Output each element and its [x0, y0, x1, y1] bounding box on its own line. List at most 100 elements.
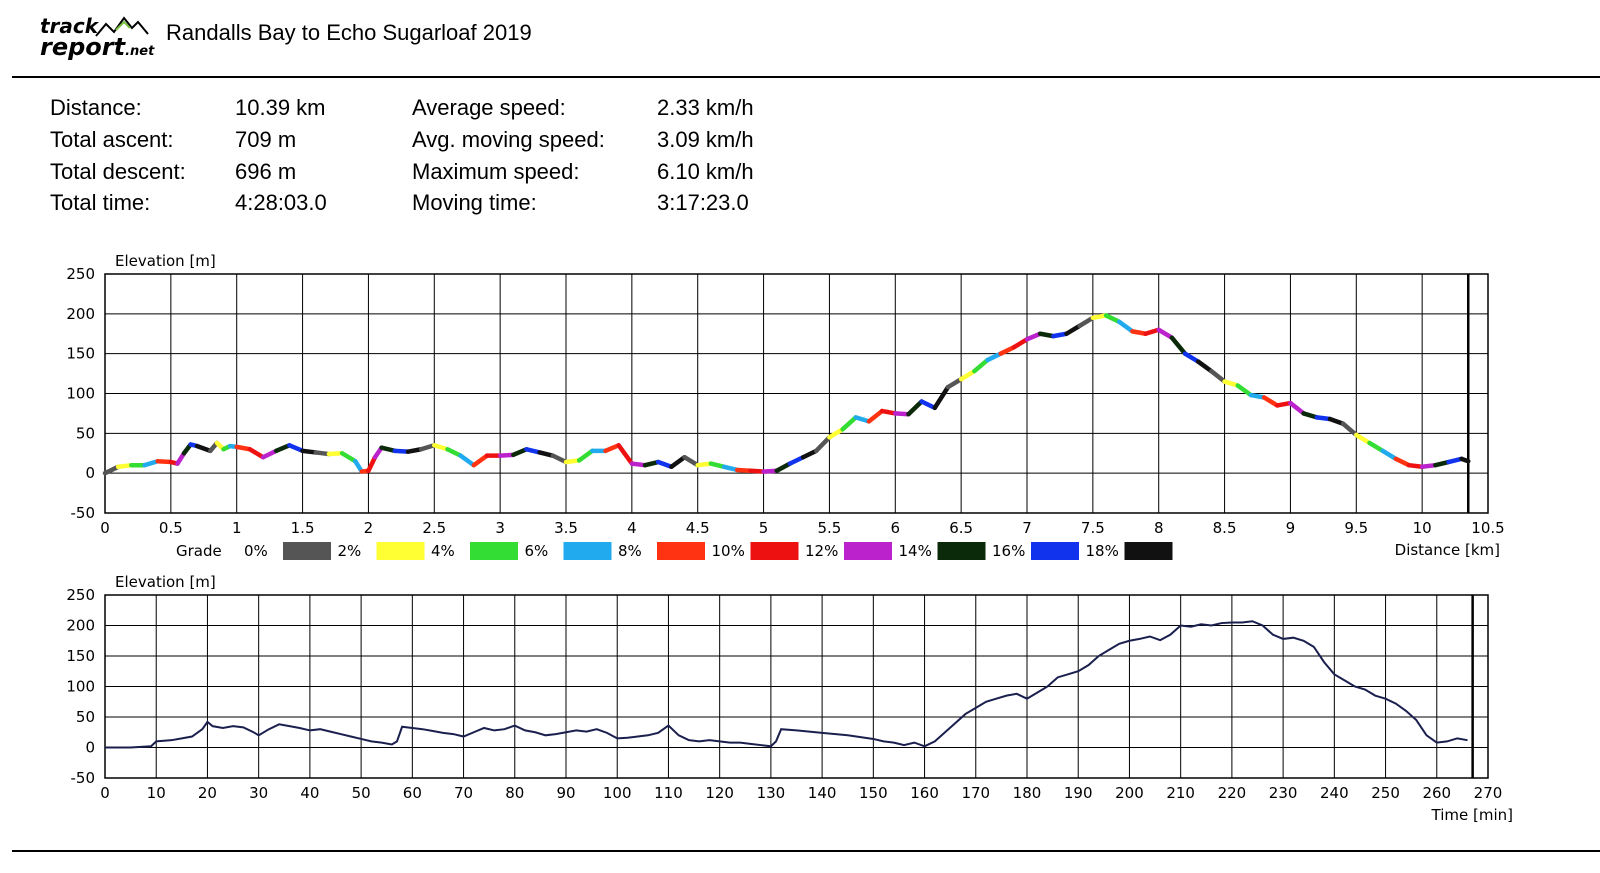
trackreport-logo[interactable]: track report.net	[40, 12, 155, 61]
elevation-segment	[1446, 456, 1464, 465]
elevation-segment	[1195, 359, 1214, 374]
y-tick-label: 150	[66, 345, 95, 363]
elevation-segment	[445, 447, 463, 458]
x-axis-label: Time [min]	[1431, 806, 1513, 824]
x-tick-label: 230	[1269, 784, 1298, 802]
page-title: Randalls Bay to Echo Sugarloaf 2019	[166, 20, 532, 45]
elevation-segment	[142, 458, 160, 468]
x-tick-label: 90	[556, 784, 575, 802]
x-tick-label: 0.5	[159, 519, 183, 537]
elevation-segment	[708, 461, 727, 470]
elevation-segment	[287, 443, 305, 454]
x-tick-label: 7.5	[1081, 519, 1105, 537]
x-tick-label: 70	[454, 784, 473, 802]
elevation-segment	[669, 454, 687, 470]
elevation-segment	[1235, 383, 1254, 398]
x-tick-label: 180	[1013, 784, 1042, 802]
elevation-segment	[1261, 395, 1280, 408]
y-tick-label: 150	[66, 647, 95, 665]
y-tick-label: 0	[85, 739, 95, 757]
legend-label: 6%	[525, 542, 549, 560]
stat-label-maximum-speed: Maximum speed:	[412, 159, 580, 184]
elevation-segment	[1209, 368, 1227, 384]
stat-label-avg-moving-speed: Avg. moving speed:	[412, 127, 605, 152]
x-tick-label: 170	[961, 784, 990, 802]
stat-value-distance: 10.39 km	[235, 95, 326, 120]
elevation-segment	[1393, 456, 1412, 468]
elevation-segment	[814, 435, 832, 454]
elevation-segment	[537, 450, 556, 458]
x-tick-label: 260	[1422, 784, 1451, 802]
x-tick-label: 160	[910, 784, 939, 802]
x-tick-label: 100	[603, 784, 632, 802]
elevation-segment	[642, 459, 661, 468]
x-tick-label: 3.5	[554, 519, 578, 537]
elevation-segment	[1103, 313, 1122, 325]
legend-label: 18%	[1086, 542, 1119, 560]
elevation-segment	[906, 399, 924, 417]
elevation-segment	[1064, 323, 1082, 336]
elevation-segment	[102, 464, 121, 476]
legend-swatch	[844, 542, 892, 560]
x-tick-label: 0	[100, 784, 110, 802]
logo-text-track: track	[40, 14, 99, 38]
x-tick-label: 5.5	[817, 519, 841, 537]
elevation-segment	[958, 368, 977, 382]
x-tick-label: 200	[1115, 784, 1144, 802]
x-tick-label: 110	[654, 784, 683, 802]
grade-legend: Grade 0% 2% 4% 6% 8% 10% 12% 14% 16% 18%	[176, 542, 1173, 560]
x-tick-label: 2	[364, 519, 374, 537]
stat-value-average-speed: 2.33 km/h	[657, 95, 754, 120]
elevation-time-chart: 0 10 20 30 40 50 60 70 80 90 100 110 120 130 140 150 160…	[66, 573, 1513, 824]
elevation-segment	[945, 376, 964, 390]
x-tick-label: 10	[1413, 519, 1432, 537]
y-tick-label: 250	[66, 265, 95, 283]
x-tick-label: 5	[759, 519, 769, 537]
stat-value-total-ascent: 709 m	[235, 127, 297, 152]
x-tick-label: 120	[705, 784, 734, 802]
stat-label-total-time: Total time:	[50, 190, 151, 215]
x-tick-label: 40	[300, 784, 319, 802]
x-tick-label: 9	[1286, 519, 1296, 537]
elevation-distance-chart: 0 0.5 1 1.5 2 2.5 3 3.5 4 4.5 5 5.5 6 6.5 7 7.5 8 8.5 9 9.5…	[66, 252, 1504, 559]
elevation-segment	[1143, 327, 1161, 336]
legend-label: 4%	[431, 542, 455, 560]
elevation-segment	[273, 443, 292, 454]
elevation-segment	[985, 351, 1003, 363]
elevation-segment	[853, 415, 872, 424]
legend-swatch	[750, 542, 799, 560]
x-tick-label: 130	[757, 784, 786, 802]
elevation-segment	[1116, 319, 1135, 334]
legend-label: 10%	[712, 542, 745, 560]
mountain-icon	[95, 16, 149, 37]
y-tick-label: -50	[71, 504, 96, 522]
stat-label-total-ascent: Total ascent:	[50, 127, 174, 152]
legend-swatch	[283, 542, 331, 560]
x-tick-label: 6.5	[949, 519, 973, 537]
x-tick-label: 2.5	[422, 519, 446, 537]
elevation-segment	[827, 427, 845, 440]
legend-swatch	[937, 542, 986, 560]
y-axis-label: Elevation [m]	[115, 573, 216, 591]
elevation-segment	[721, 464, 740, 473]
elevation-segment	[866, 408, 885, 424]
elevation-segment	[1077, 315, 1096, 329]
x-tick-label: 1.5	[291, 519, 315, 537]
x-tick-label: 50	[352, 784, 371, 802]
x-tick-label: 270	[1474, 784, 1503, 802]
x-tick-label: 0	[100, 519, 110, 537]
x-tick-label: 4.5	[686, 519, 710, 537]
elevation-segment	[524, 447, 542, 455]
stat-value-total-descent: 696 m	[235, 159, 297, 184]
elevation-segment	[1459, 456, 1471, 464]
stat-label-distance: Distance:	[50, 95, 142, 120]
y-tick-label: 250	[66, 586, 95, 604]
elevation-segment	[1340, 421, 1359, 438]
x-tick-label: 220	[1218, 784, 1247, 802]
x-tick-label: 30	[249, 784, 268, 802]
x-tick-label: 6	[891, 519, 901, 537]
logo-text-report: report.net	[40, 33, 155, 61]
elevation-segment	[655, 459, 674, 470]
elevation-segment	[1024, 331, 1043, 342]
